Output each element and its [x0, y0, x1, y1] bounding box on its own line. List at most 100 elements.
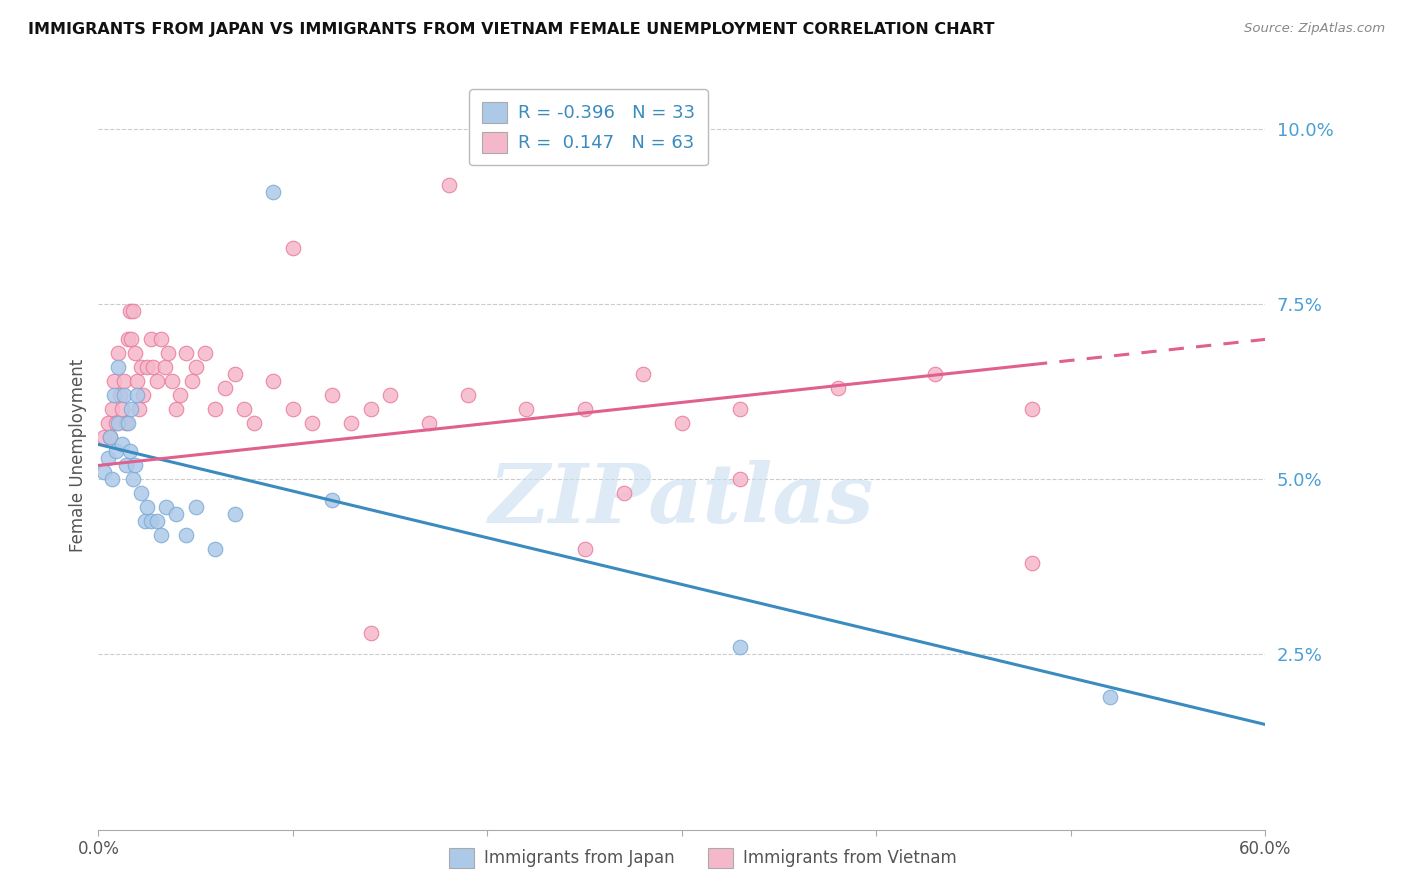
Legend: R = -0.396   N = 33, R =  0.147   N = 63: R = -0.396 N = 33, R = 0.147 N = 63: [470, 89, 707, 165]
Point: [153, 360, 176, 375]
Point: [457, 388, 479, 402]
Point: [340, 417, 363, 431]
Point: [194, 346, 217, 360]
Point: [574, 542, 596, 557]
Point: [418, 417, 440, 431]
Text: Source: ZipAtlas.com: Source: ZipAtlas.com: [1244, 22, 1385, 36]
Point: [103, 375, 125, 389]
Point: [127, 388, 149, 402]
Point: [104, 444, 127, 458]
Point: [108, 388, 131, 402]
Point: [97, 451, 120, 466]
Point: [204, 402, 226, 417]
Point: [121, 402, 143, 417]
Point: [730, 640, 752, 655]
Point: [114, 458, 136, 473]
Point: [128, 402, 150, 417]
Point: [184, 500, 207, 515]
Point: [118, 304, 141, 318]
Point: [165, 508, 187, 522]
Point: [122, 472, 145, 486]
Point: [360, 626, 382, 640]
Point: [155, 500, 177, 515]
Point: [1021, 402, 1043, 417]
Point: [169, 388, 191, 402]
Point: [129, 360, 152, 375]
Point: [224, 368, 246, 382]
Point: [233, 402, 256, 417]
Point: [184, 360, 207, 375]
Point: [111, 402, 134, 417]
Point: [132, 388, 155, 402]
Text: ZIPatlas: ZIPatlas: [489, 460, 875, 540]
Point: [574, 402, 596, 417]
Point: [613, 486, 636, 500]
Point: [214, 381, 236, 395]
Point: [1098, 690, 1121, 704]
Point: [142, 360, 165, 375]
Point: [924, 368, 946, 382]
Point: [360, 402, 382, 417]
Point: [243, 417, 266, 431]
Point: [321, 493, 343, 508]
Point: [136, 360, 159, 375]
Point: [98, 430, 121, 444]
Point: [146, 515, 169, 529]
Legend: Immigrants from Japan, Immigrants from Vietnam: Immigrants from Japan, Immigrants from V…: [443, 841, 963, 875]
Point: [112, 388, 135, 402]
Point: [124, 346, 146, 360]
Point: [111, 437, 134, 451]
Point: [149, 332, 172, 346]
Point: [204, 542, 226, 557]
Point: [103, 388, 125, 402]
Point: [129, 486, 152, 500]
Point: [1021, 557, 1043, 571]
Point: [146, 375, 169, 389]
Point: [631, 368, 654, 382]
Point: [118, 444, 141, 458]
Y-axis label: Female Unemployment: Female Unemployment: [69, 359, 87, 551]
Point: [321, 388, 343, 402]
Point: [117, 417, 139, 431]
Point: [437, 178, 460, 193]
Point: [380, 388, 402, 402]
Point: [224, 508, 246, 522]
Point: [127, 375, 149, 389]
Point: [122, 304, 145, 318]
Point: [134, 515, 156, 529]
Point: [730, 402, 752, 417]
Point: [104, 417, 127, 431]
Point: [139, 515, 162, 529]
Point: [174, 528, 197, 542]
Point: [730, 472, 752, 486]
Point: [139, 332, 162, 346]
Point: [121, 332, 143, 346]
Point: [262, 186, 284, 200]
Point: [107, 417, 129, 431]
Point: [107, 346, 129, 360]
Point: [827, 381, 849, 395]
Point: [101, 472, 124, 486]
Point: [101, 402, 124, 417]
Point: [136, 500, 159, 515]
Point: [107, 360, 129, 375]
Point: [281, 241, 304, 255]
Point: [97, 417, 120, 431]
Point: [515, 402, 537, 417]
Point: [165, 402, 187, 417]
Point: [93, 430, 115, 444]
Point: [112, 375, 135, 389]
Text: IMMIGRANTS FROM JAPAN VS IMMIGRANTS FROM VIETNAM FEMALE UNEMPLOYMENT CORRELATION: IMMIGRANTS FROM JAPAN VS IMMIGRANTS FROM…: [28, 22, 994, 37]
Point: [301, 417, 323, 431]
Point: [98, 430, 121, 444]
Point: [114, 417, 136, 431]
Point: [174, 346, 197, 360]
Point: [281, 402, 304, 417]
Point: [262, 375, 284, 389]
Point: [162, 375, 184, 389]
Point: [671, 417, 693, 431]
Point: [157, 346, 180, 360]
Point: [180, 375, 202, 389]
Point: [93, 466, 115, 480]
Point: [149, 528, 172, 542]
